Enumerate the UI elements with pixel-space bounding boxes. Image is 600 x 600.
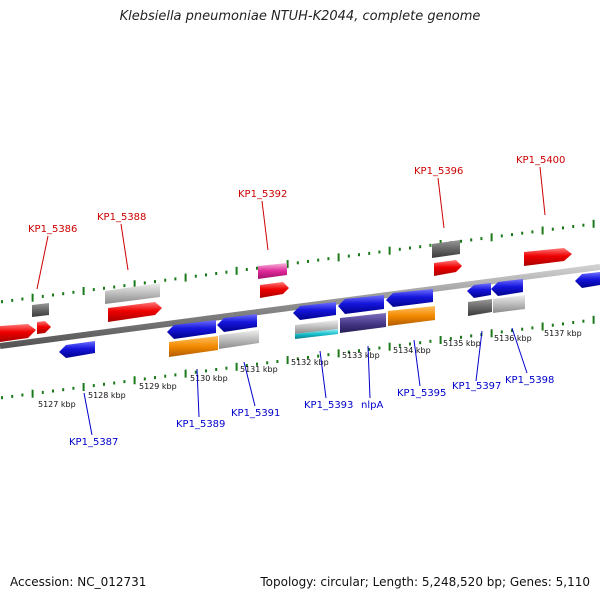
- tick-label: 5135 kbp: [443, 339, 481, 348]
- tick-label: 5129 kbp: [139, 382, 177, 391]
- gene-label[interactable]: KP1_5398: [505, 375, 554, 386]
- gene-label[interactable]: KP1_5400: [516, 155, 565, 166]
- minus-strand-genes: [59, 272, 600, 358]
- genome-summary-text: Topology: circular; Length: 5,248,520 bp…: [260, 575, 590, 589]
- gene-box[interactable]: [258, 263, 287, 279]
- gene-arrow[interactable]: [108, 302, 162, 322]
- gene-label[interactable]: KP1_5391: [231, 408, 280, 419]
- tick-label: 5128 kbp: [88, 391, 126, 400]
- plus-gene-labels: KP1_5386 KP1_5388 KP1_5392 KP1_5396 KP1_…: [28, 155, 565, 235]
- gene-box[interactable]: [219, 330, 259, 349]
- minus-gene-labels: KP1_5387 KP1_5389 KP1_5391 KP1_5393 nlpA…: [69, 375, 554, 448]
- tick-label: 5133 kbp: [342, 351, 380, 360]
- gene-arrow[interactable]: [260, 282, 289, 298]
- gene-box[interactable]: [340, 313, 386, 333]
- plus-strand-genes: [0, 240, 572, 342]
- upper-tick-track: [1, 219, 595, 304]
- tick-label: 5134 kbp: [393, 346, 431, 355]
- gene-label[interactable]: KP1_5392: [238, 189, 287, 200]
- gene-box[interactable]: [169, 336, 218, 357]
- gene-arrow[interactable]: [491, 279, 523, 296]
- gene-arrow[interactable]: [293, 302, 336, 320]
- tick-label: 5132 kbp: [291, 358, 329, 367]
- gene-label[interactable]: KP1_5386: [28, 224, 77, 235]
- gene-box[interactable]: [388, 306, 435, 326]
- gene-arrow[interactable]: [167, 320, 216, 339]
- gene-box[interactable]: [295, 329, 338, 339]
- gene-box[interactable]: [295, 320, 338, 334]
- gene-arrow[interactable]: [386, 289, 433, 307]
- gene-arrow[interactable]: [524, 248, 572, 266]
- tick-label: 5130 kbp: [190, 374, 228, 383]
- accession-text: Accession: NC_012731: [10, 575, 147, 589]
- gene-label[interactable]: nlpA: [361, 400, 383, 411]
- gene-label[interactable]: KP1_5393: [304, 400, 353, 411]
- gene-label[interactable]: KP1_5388: [97, 212, 146, 223]
- gene-label[interactable]: KP1_5387: [69, 437, 118, 448]
- gene-label[interactable]: KP1_5389: [176, 419, 225, 430]
- gene-box[interactable]: [32, 303, 49, 317]
- gene-label[interactable]: KP1_5397: [452, 381, 501, 392]
- gene-box[interactable]: [432, 240, 460, 258]
- plus-label-lines: [36, 166, 546, 290]
- minus-label-lines: [83, 327, 528, 436]
- axis-labels: 5127 kbp 5128 kbp 5129 kbp 5130 kbp 5131…: [38, 329, 582, 409]
- gene-arrow[interactable]: [37, 321, 51, 334]
- gene-box[interactable]: [468, 299, 492, 316]
- gene-box[interactable]: [493, 295, 525, 313]
- gene-arrow[interactable]: [338, 295, 384, 314]
- gene-arrow[interactable]: [59, 341, 95, 358]
- gene-label[interactable]: KP1_5396: [414, 166, 463, 177]
- tick-label: 5136 kbp: [494, 334, 532, 343]
- gene-arrow[interactable]: [0, 324, 36, 342]
- gene-arrow[interactable]: [467, 283, 491, 298]
- tick-label: 5127 kbp: [38, 400, 76, 409]
- gene-label[interactable]: KP1_5395: [397, 388, 446, 399]
- lower-tick-track: [1, 315, 595, 400]
- map-title: Klebsiella pneumoniae NTUH-K2044, comple…: [119, 9, 481, 24]
- gene-arrow[interactable]: [434, 260, 462, 276]
- tick-label: 5131 kbp: [240, 365, 278, 374]
- gene-arrow[interactable]: [575, 272, 600, 288]
- gene-box[interactable]: [105, 283, 160, 304]
- tick-label: 5137 kbp: [544, 329, 582, 338]
- gene-arrow[interactable]: [217, 314, 257, 332]
